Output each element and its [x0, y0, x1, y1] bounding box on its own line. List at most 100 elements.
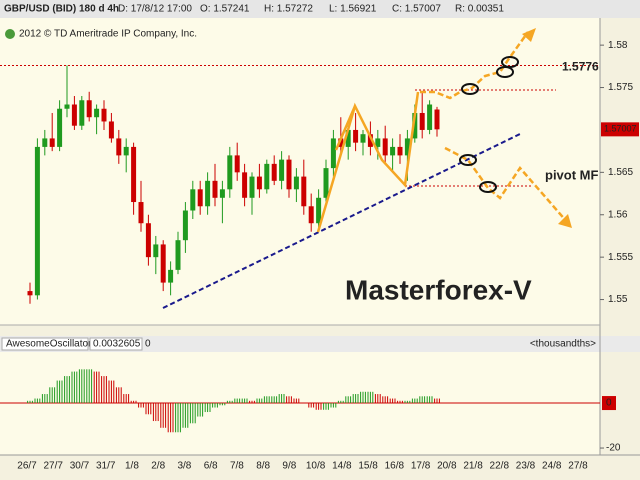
x-tick-label: 15/8	[358, 461, 378, 472]
range: R: 0.00351	[455, 4, 504, 15]
close: C: 1.57007	[392, 4, 441, 15]
y-tick-label: 1.58	[608, 40, 628, 51]
date: D: 17/8/12 17:00	[118, 4, 192, 15]
candle-body	[345, 129, 351, 147]
x-tick-label: 8/8	[256, 461, 270, 472]
candle-body	[249, 176, 255, 198]
candle-body	[123, 146, 129, 156]
zero-label-box	[602, 396, 616, 411]
candle-body	[427, 104, 433, 130]
candle-body	[168, 269, 174, 283]
candle-body	[293, 176, 299, 190]
candle-body	[94, 108, 100, 118]
candle-body	[323, 168, 329, 198]
candle-body	[197, 189, 203, 207]
candle-body	[242, 172, 248, 198]
candle-body	[219, 189, 225, 198]
x-tick-label: 30/7	[70, 461, 90, 472]
candle-body	[34, 146, 40, 296]
x-tick-label: 20/8	[437, 461, 457, 472]
marker	[501, 56, 519, 68]
candle-body	[64, 104, 70, 109]
annotations	[162, 28, 572, 309]
y-tick-label: 1.56	[608, 209, 628, 220]
pivot-label: pivot MF	[545, 167, 598, 182]
candle-body	[419, 112, 425, 130]
candle-body	[271, 163, 277, 181]
bear-path	[444, 146, 568, 223]
candle-body	[286, 159, 292, 190]
candle-body	[375, 138, 381, 147]
candle-body	[131, 146, 137, 203]
open: O: 1.57241	[200, 4, 250, 15]
x-tick-label: 27/7	[44, 461, 64, 472]
candle-body	[212, 180, 218, 198]
x-tick-label: 31/7	[96, 461, 116, 472]
high: H: 1.57272	[264, 4, 313, 15]
zigzag-2	[334, 105, 357, 151]
candle-body	[116, 138, 122, 156]
candle-body	[190, 189, 196, 211]
marker	[459, 154, 477, 166]
candle-body	[434, 109, 440, 130]
level-label: 1.5776	[562, 60, 599, 74]
candle-body	[330, 138, 336, 169]
oscillator-value: 0.0032605	[93, 339, 141, 350]
x-tick-label: 16/8	[385, 461, 405, 472]
candle-body	[42, 138, 48, 147]
candle-body	[160, 244, 166, 283]
candle-body	[86, 100, 92, 118]
candle-body	[175, 240, 181, 270]
candle-body	[57, 108, 63, 147]
candle-body	[145, 223, 151, 258]
candle-body	[308, 206, 314, 224]
bear-arrow	[558, 214, 572, 228]
candle-body	[301, 176, 307, 207]
bull-arrow	[522, 28, 536, 42]
low: L: 1.56921	[329, 4, 377, 15]
oscillator-header-bar	[0, 336, 640, 352]
bull-path	[420, 31, 530, 100]
x-tick-label: 24/8	[542, 461, 562, 472]
candle-body	[101, 108, 107, 122]
candle-body	[49, 138, 55, 147]
candle-body	[205, 180, 211, 207]
symbol: GBP/USD (BID) 180 d 4h	[4, 4, 119, 15]
header-bar	[0, 0, 640, 18]
candle-body	[353, 129, 359, 143]
y-tick-label: -20	[606, 443, 621, 454]
y-tick-label: 1.575	[608, 82, 633, 93]
last-price-box	[601, 122, 639, 137]
x-tick-label: 9/8	[282, 461, 296, 472]
x-tick-label: 21/8	[463, 461, 483, 472]
candle-body	[227, 155, 233, 190]
candle-body	[153, 244, 159, 258]
candle-body	[256, 176, 262, 190]
oscillator-zero: 0	[145, 339, 151, 350]
candle-body	[79, 100, 85, 126]
x-tick-label: 7/8	[230, 461, 244, 472]
y-tick-label: 1.55	[608, 294, 628, 305]
candle-body	[264, 163, 270, 190]
candle-body	[108, 121, 114, 139]
x-tick-label: 10/8	[306, 461, 326, 472]
x-tick-label: 26/7	[17, 461, 37, 472]
candle-body	[138, 202, 144, 224]
candle-body	[390, 146, 396, 156]
y-tick-label: 1.565	[608, 167, 633, 178]
x-tick-label: 23/8	[516, 461, 536, 472]
marker	[461, 83, 479, 95]
marker	[479, 181, 497, 193]
oscillator-units: <thousandths>	[530, 339, 596, 350]
y-tick-label: 0	[606, 398, 612, 409]
y-tick-label: 1.555	[608, 252, 633, 263]
x-tick-label: 22/8	[490, 461, 510, 472]
trend-line	[162, 132, 523, 309]
candle-body	[412, 112, 418, 139]
zigzag	[316, 91, 420, 233]
candle-body	[397, 146, 403, 156]
candle-body	[182, 210, 188, 241]
candle-body	[279, 159, 285, 181]
